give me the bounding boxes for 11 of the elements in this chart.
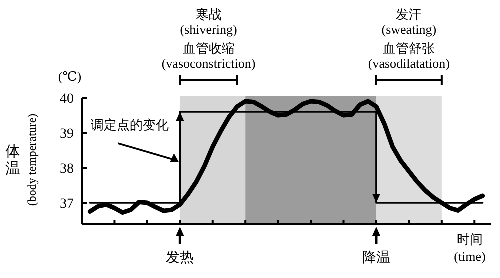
- y-tick-label: 37: [60, 197, 74, 212]
- y-tick-label: 38: [60, 162, 74, 177]
- text: 发汗 (sweating) 血管舒张 (vasodilatation): [368, 7, 450, 71]
- text: 发热: [166, 250, 194, 266]
- x-axis-title: 时间 (time): [454, 232, 486, 264]
- text: 寒战 (shivering) 血管收缩 (vasoconstriction): [162, 7, 256, 71]
- text: 降温: [362, 250, 390, 266]
- y-tick-label: 40: [60, 92, 74, 107]
- y-tick-label: 39: [60, 127, 74, 142]
- annotation: 调定点的变化: [91, 118, 170, 132]
- text: (℃): [58, 69, 82, 84]
